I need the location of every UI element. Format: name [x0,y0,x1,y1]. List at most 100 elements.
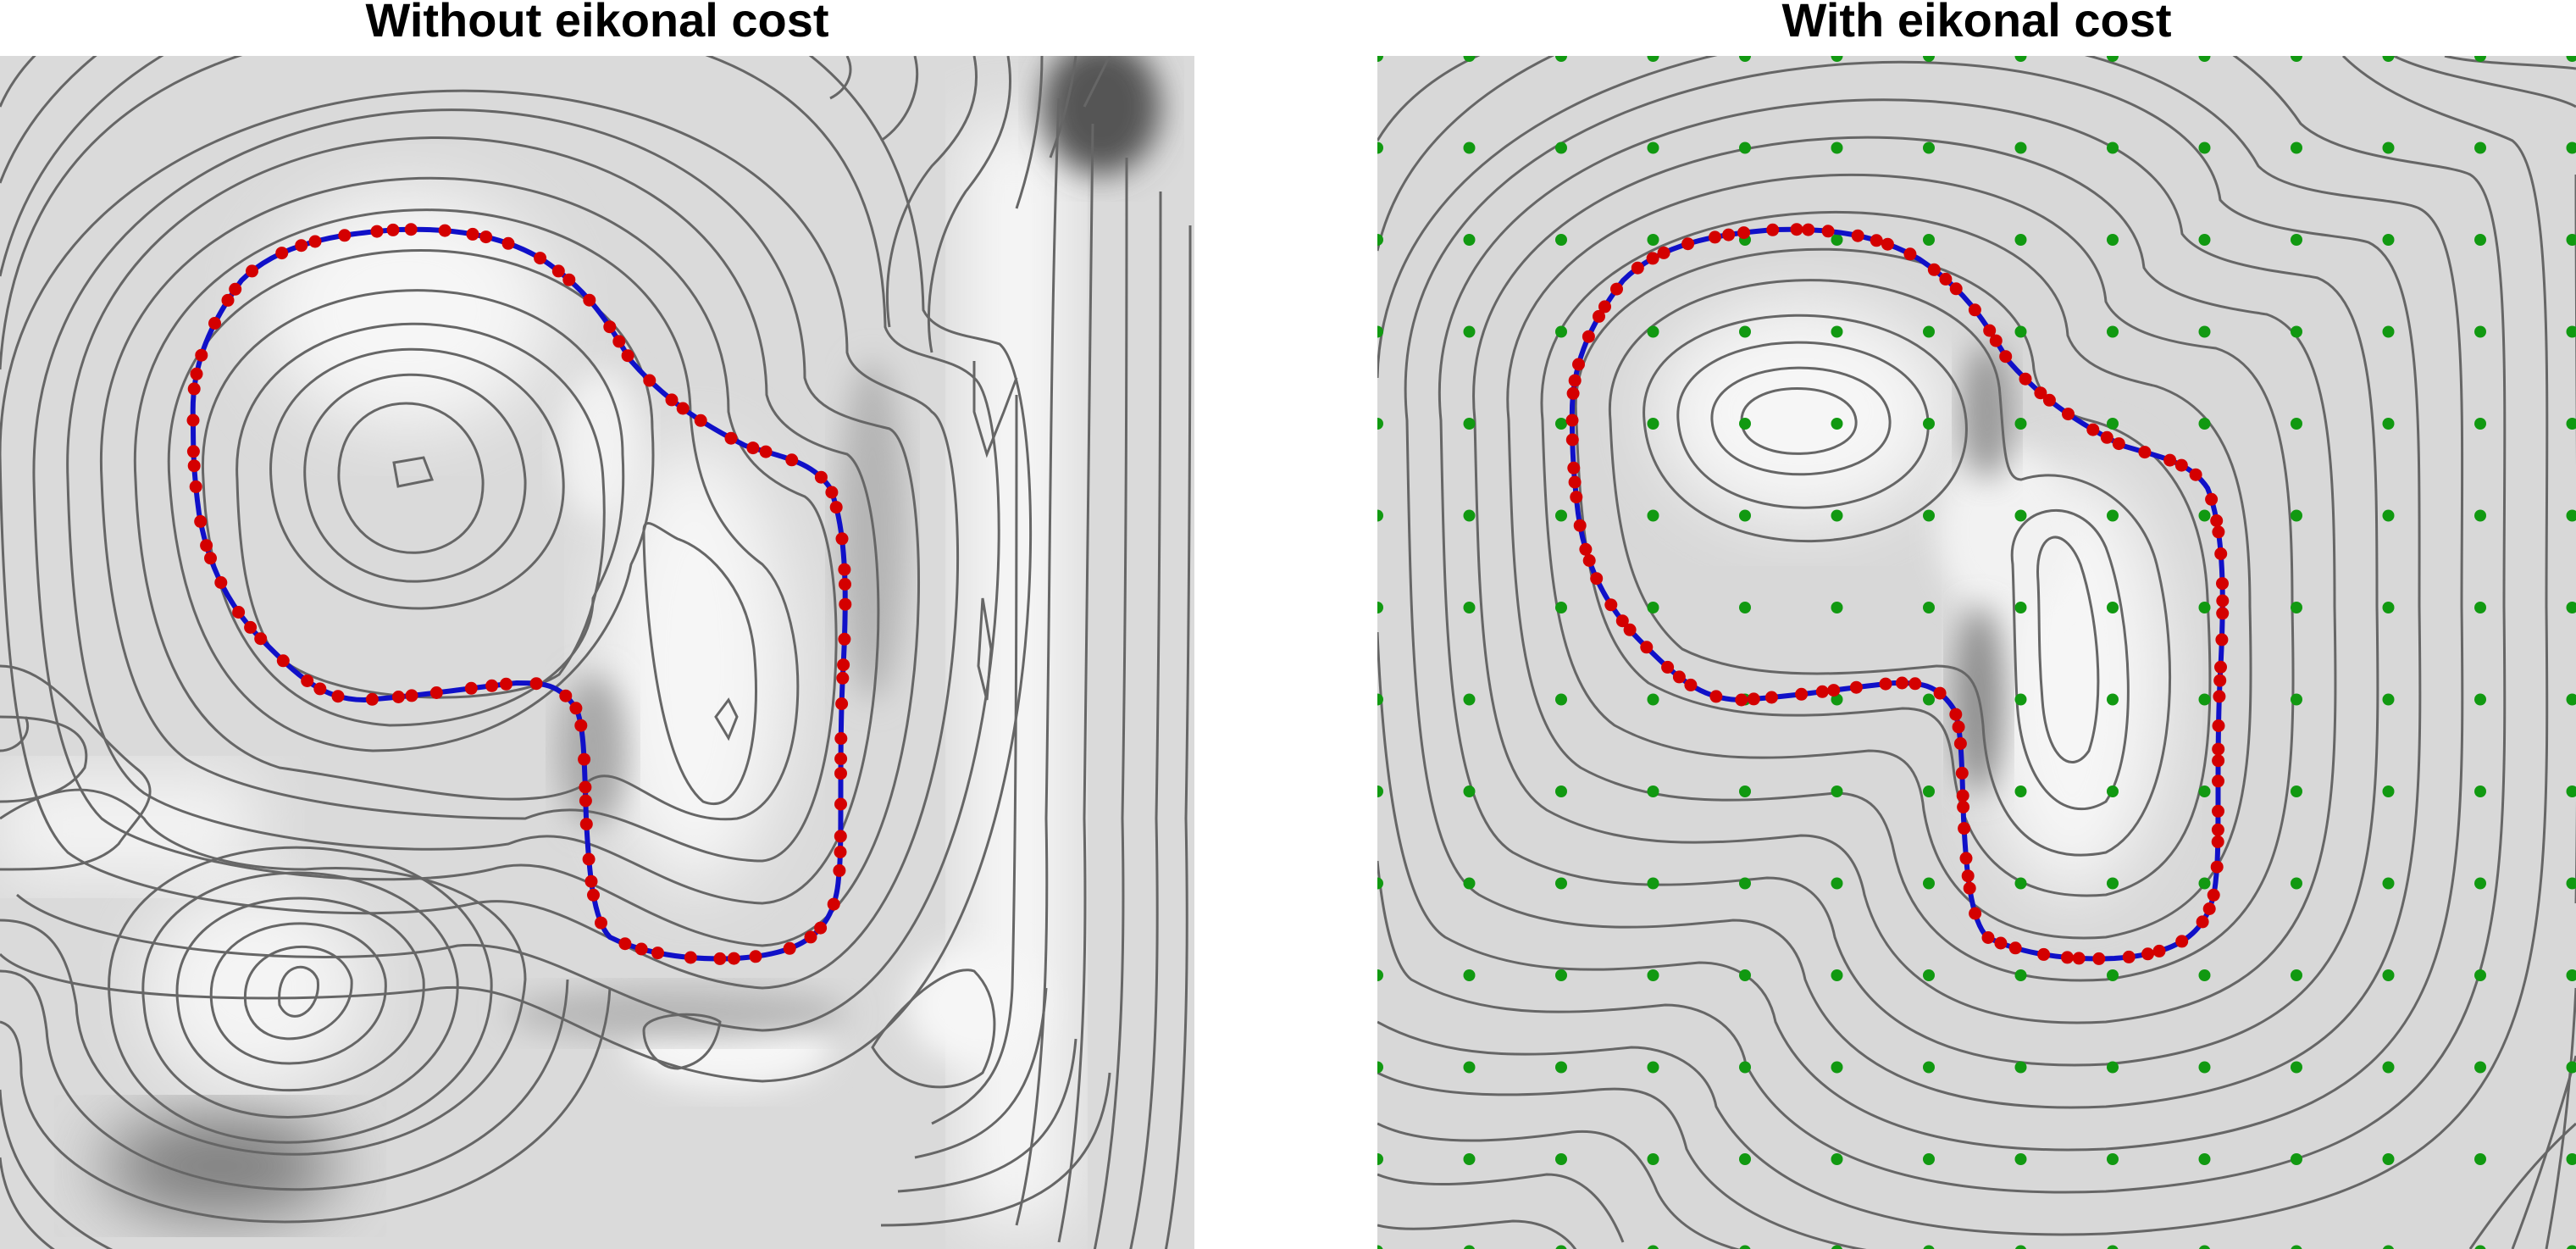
grid-point [2382,1061,2395,1074]
grid-point [1555,969,1567,981]
surface-point [1999,350,2013,364]
surface-point [1949,282,1963,296]
surface-point [2086,423,2100,436]
grid-point [2291,693,2302,706]
surface-point [2138,446,2152,459]
surface-point [1795,687,1809,701]
grid-point [1377,1245,1383,1249]
left-panel-contour-plot [0,56,1194,1249]
grid-point [1647,602,1659,613]
grid-point [1647,877,1659,890]
surface-point [1961,869,1975,883]
surface-point [1933,686,1947,700]
surface-point [2196,915,2209,929]
grid-point [1739,56,1751,62]
grid-point [2198,325,2211,338]
surface-point [301,674,314,687]
grid-point [2107,969,2119,981]
surface-point [2216,607,2230,620]
grid-point [2382,602,2395,613]
right-panel-surface-points [1565,223,2230,965]
grid-point [1377,602,1383,613]
surface-point [2202,902,2216,915]
grid-point [1463,325,1476,338]
surface-point [479,230,493,244]
surface-point [2214,547,2228,560]
surface-point [1593,309,1605,323]
grid-point [2198,1245,2211,1249]
surface-point [836,671,850,685]
surface-point [2212,719,2225,732]
surface-point [2212,804,2224,818]
surface-point [834,752,848,765]
grid-point [1555,602,1567,613]
surface-point [1722,228,1736,241]
grid-point [2198,602,2211,613]
grid-point [2107,56,2119,62]
grid-point [2107,1245,2119,1249]
grid-point [2107,785,2119,797]
grid-point [2566,1245,2576,1249]
surface-point [221,293,235,307]
surface-point [2210,514,2224,527]
surface-point [2008,941,2022,955]
grid-point [2014,877,2027,890]
surface-point [2216,577,2229,591]
surface-point [835,697,849,710]
grid-point [2291,969,2302,981]
surface-point [1709,230,1721,244]
grid-point [1831,142,1843,154]
grid-point [2014,693,2027,706]
grid-point [2107,325,2119,338]
surface-point [1573,519,1587,532]
surface-point [1737,226,1751,240]
grid-point [2474,1061,2486,1074]
grid-point [1463,418,1476,430]
surface-point [2212,525,2225,539]
surface-point [275,247,289,260]
surface-point [618,937,632,951]
surface-point [2092,952,2106,965]
surface-point [1615,614,1629,628]
surface-point [1646,252,1659,265]
surface-point [724,431,738,445]
surface-point [190,367,203,380]
surface-point [1631,261,1644,275]
grid-point [2382,234,2395,246]
surface-point [1963,881,1976,895]
surface-point [839,578,851,591]
surface-point [1849,680,1863,694]
surface-point [2100,430,2113,444]
surface-point [694,414,707,427]
grid-point [2198,785,2211,797]
surface-point [194,514,208,528]
grid-point [2014,418,2027,430]
left-panel-title: Without eikonal cost [365,0,829,47]
surface-point [1568,475,1582,489]
surface-point [746,441,760,455]
grid-point [2291,877,2302,890]
grid-point [1463,785,1476,797]
surface-point [562,273,576,286]
surface-point [1827,684,1841,697]
surface-point [643,374,656,387]
surface-point [785,453,799,467]
grid-point [2566,325,2576,338]
surface-point [2210,860,2224,874]
surface-point [1610,282,1623,296]
surface-point [386,223,400,236]
grid-point [1831,418,1843,430]
grid-point [2291,418,2302,430]
surface-point [1684,678,1698,691]
left-panel-zero-level-curve [190,226,848,962]
grid-point [2107,1061,2119,1074]
grid-point [1555,693,1567,706]
surface-point [1657,246,1670,259]
grid-point [2474,969,2486,981]
surface-point [684,951,697,964]
grid-point [1739,969,1751,981]
surface-point [276,654,290,668]
grid-point [2198,969,2211,981]
grid-point [1647,234,1659,246]
grid-point [1377,418,1383,430]
